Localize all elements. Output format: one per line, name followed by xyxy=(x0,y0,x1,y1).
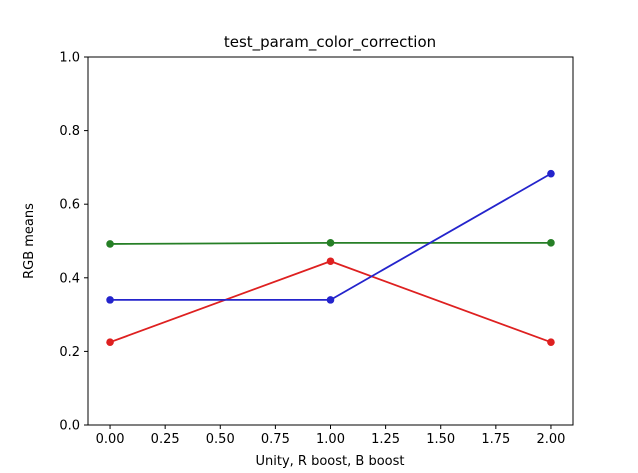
x-axis-label: Unity, R boost, B boost xyxy=(256,454,405,469)
x-tick-label: 0.50 xyxy=(206,432,235,447)
x-tick-label: 1.00 xyxy=(316,432,345,447)
y-tick-label: 0.8 xyxy=(59,124,80,139)
x-tick-label: 0.25 xyxy=(151,432,180,447)
series-marker-green xyxy=(547,239,555,247)
series-line-blue xyxy=(109,172,552,301)
y-axis-label: RGB means xyxy=(22,203,37,279)
y-tick-label: 0.0 xyxy=(59,419,80,434)
x-tick-label: 2.00 xyxy=(536,432,565,447)
series-marker-blue xyxy=(547,169,555,178)
plot-border xyxy=(87,56,574,426)
x-tick-label: 0.75 xyxy=(261,432,290,447)
x-tick-label: 1.75 xyxy=(481,432,510,447)
y-tick-label: 0.4 xyxy=(59,271,80,286)
plot-area: 0.00 0.25 0.50 0.75 1.00 1.25 1.50 1.75 2.00 0.0 0… xyxy=(59,51,574,447)
y-tick-label: 0.2 xyxy=(59,345,80,360)
series-marker-blue xyxy=(326,296,335,304)
x-tick-label: 1.25 xyxy=(371,432,400,447)
series-marker-green xyxy=(326,239,335,247)
y-tick-label: 1.0 xyxy=(59,51,80,66)
series-marker-green xyxy=(106,240,114,248)
series-marker-blue xyxy=(106,296,114,304)
series-marker-red xyxy=(326,257,335,266)
series-marker-red xyxy=(547,338,555,347)
series-marker-red xyxy=(106,338,114,347)
y-tick-label: 0.6 xyxy=(59,198,80,213)
chart-title: test_param_color_correction xyxy=(224,33,436,52)
x-tick-label: 1.50 xyxy=(426,432,455,447)
x-tick-label: 0.00 xyxy=(96,432,125,447)
